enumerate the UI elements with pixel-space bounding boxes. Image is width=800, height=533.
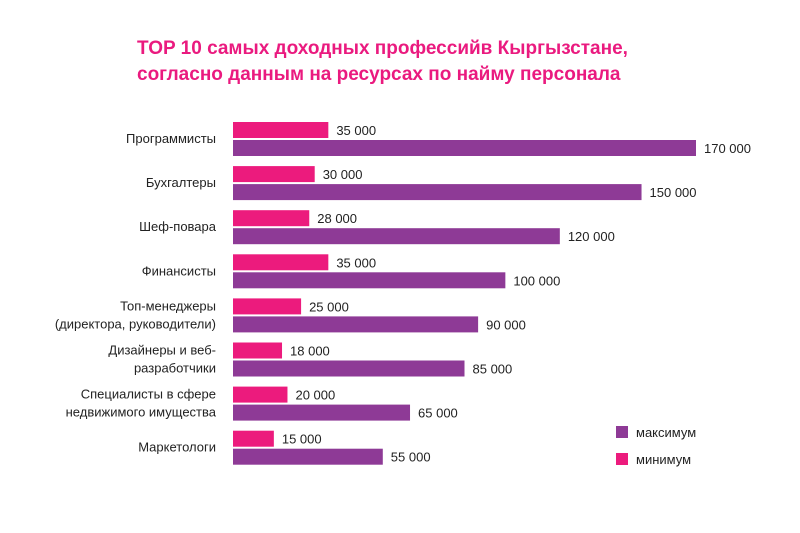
- data-label-maximum: 55 000: [391, 450, 431, 465]
- data-label-minimum: 25 000: [309, 299, 349, 314]
- bar-minimum: [233, 254, 329, 271]
- category-label: Специалисты в сфере недвижимого имущества: [66, 387, 217, 420]
- legend-swatch-minimum: [616, 453, 628, 465]
- category-label: Топ-менеджеры (директора, руководители): [55, 298, 216, 331]
- data-label-minimum: 15 000: [282, 432, 322, 447]
- legend-swatch-maximum: [616, 426, 628, 438]
- bar-minimum: [233, 342, 283, 359]
- chart-title: TOP 10 самых доходных профессийв Кыргызс…: [137, 36, 777, 88]
- bar-maximum: [233, 404, 411, 421]
- category-label: Финансисты: [142, 263, 216, 278]
- chart-title-line-1: TOP 10 самых доходных профессийв Кыргызс…: [137, 38, 628, 59]
- legend-item-minimum: минимум: [616, 449, 696, 469]
- category-label: Программисты: [126, 131, 216, 146]
- data-label-maximum: 65 000: [418, 406, 458, 421]
- chart-title-line-2: согласно данным на ресурсах по найму пер…: [137, 64, 621, 85]
- bar-maximum: [233, 360, 465, 377]
- bar-maximum: [233, 228, 560, 245]
- data-label-maximum: 120 000: [568, 229, 615, 244]
- data-label-maximum: 170 000: [704, 141, 751, 156]
- data-label-maximum: 100 000: [513, 273, 560, 288]
- data-label-minimum: 28 000: [317, 211, 357, 226]
- data-label-minimum: 35 000: [336, 255, 376, 270]
- legend-item-maximum: максимум: [616, 422, 696, 442]
- bar-maximum: [233, 448, 383, 465]
- bar-minimum: [233, 210, 310, 227]
- category-label: Дизайнеры и веб-разработчики: [108, 343, 216, 376]
- data-label-minimum: 20 000: [295, 388, 335, 403]
- bar-minimum: [233, 166, 315, 183]
- category-label: Бухгалтеры: [146, 175, 216, 190]
- data-label-minimum: 30 000: [323, 167, 363, 182]
- legend-label-minimum: минимум: [636, 451, 692, 467]
- legend-label-maximum: максимум: [636, 424, 697, 440]
- data-label-minimum: 18 000: [290, 344, 330, 359]
- bar-maximum: [233, 316, 479, 333]
- category-label: Маркетологи: [138, 440, 216, 455]
- bar-maximum: [233, 184, 642, 201]
- category-label: Шеф-повара: [139, 219, 217, 234]
- bar-minimum: [233, 386, 288, 403]
- data-label-minimum: 35 000: [336, 123, 376, 138]
- bar-minimum: [233, 298, 302, 315]
- data-label-maximum: 150 000: [650, 185, 697, 200]
- data-label-maximum: 85 000: [473, 362, 513, 377]
- bar-minimum: [233, 122, 329, 138]
- bar-maximum: [233, 140, 696, 156]
- bar-maximum: [233, 272, 506, 289]
- bar-minimum: [233, 430, 274, 447]
- data-label-maximum: 90 000: [486, 317, 526, 332]
- legend: максимум минимум: [616, 422, 696, 476]
